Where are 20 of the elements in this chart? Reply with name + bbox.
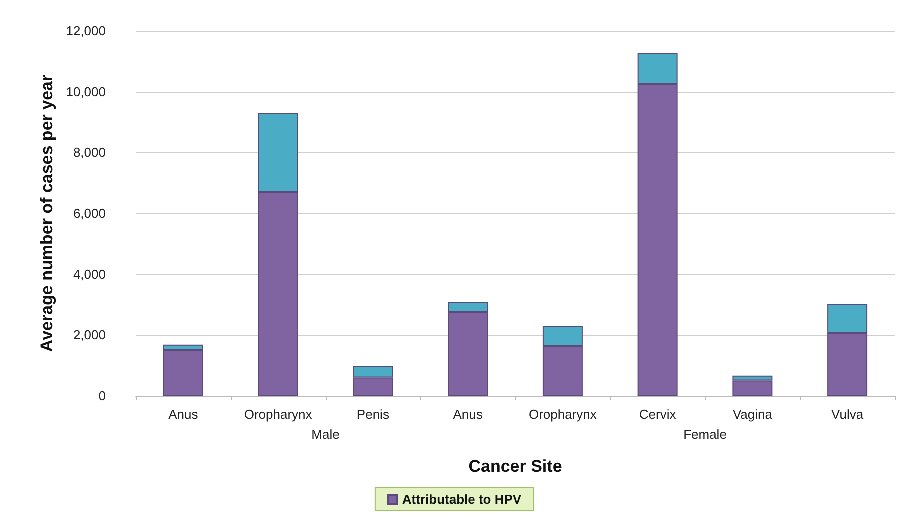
text: Male: [312, 427, 340, 442]
legend-label: Attributable to HPV: [402, 492, 522, 507]
x-tick-label: Cervix: [639, 407, 677, 422]
y-tick-label: 12,000: [66, 24, 106, 38]
x-tick-label: Vagina: [732, 407, 774, 422]
x-tick-label: Anus: [168, 407, 199, 422]
x-tick-label: Vulva: [832, 407, 864, 422]
x-axis-title: Cancer Site: [468, 457, 562, 476]
x-tick-label: Oropharynx: [528, 407, 598, 422]
x-tick-label: Penis: [356, 407, 390, 422]
y-tick-label: 6,000: [73, 206, 106, 221]
y-tick-label: 4,000: [73, 266, 106, 282]
y-tick-label: 10,000: [66, 84, 106, 100]
y-tick-label: 0: [98, 388, 106, 404]
y-axis-title: Average number of cases per year: [37, 74, 56, 352]
y-tick-label: 8,000: [73, 145, 106, 160]
x-tick-label: Oropharynx: [244, 407, 313, 422]
x-tick-label: Anus: [453, 407, 484, 422]
y-tick-label: 2,000: [73, 328, 106, 343]
text: Female: [684, 427, 727, 442]
